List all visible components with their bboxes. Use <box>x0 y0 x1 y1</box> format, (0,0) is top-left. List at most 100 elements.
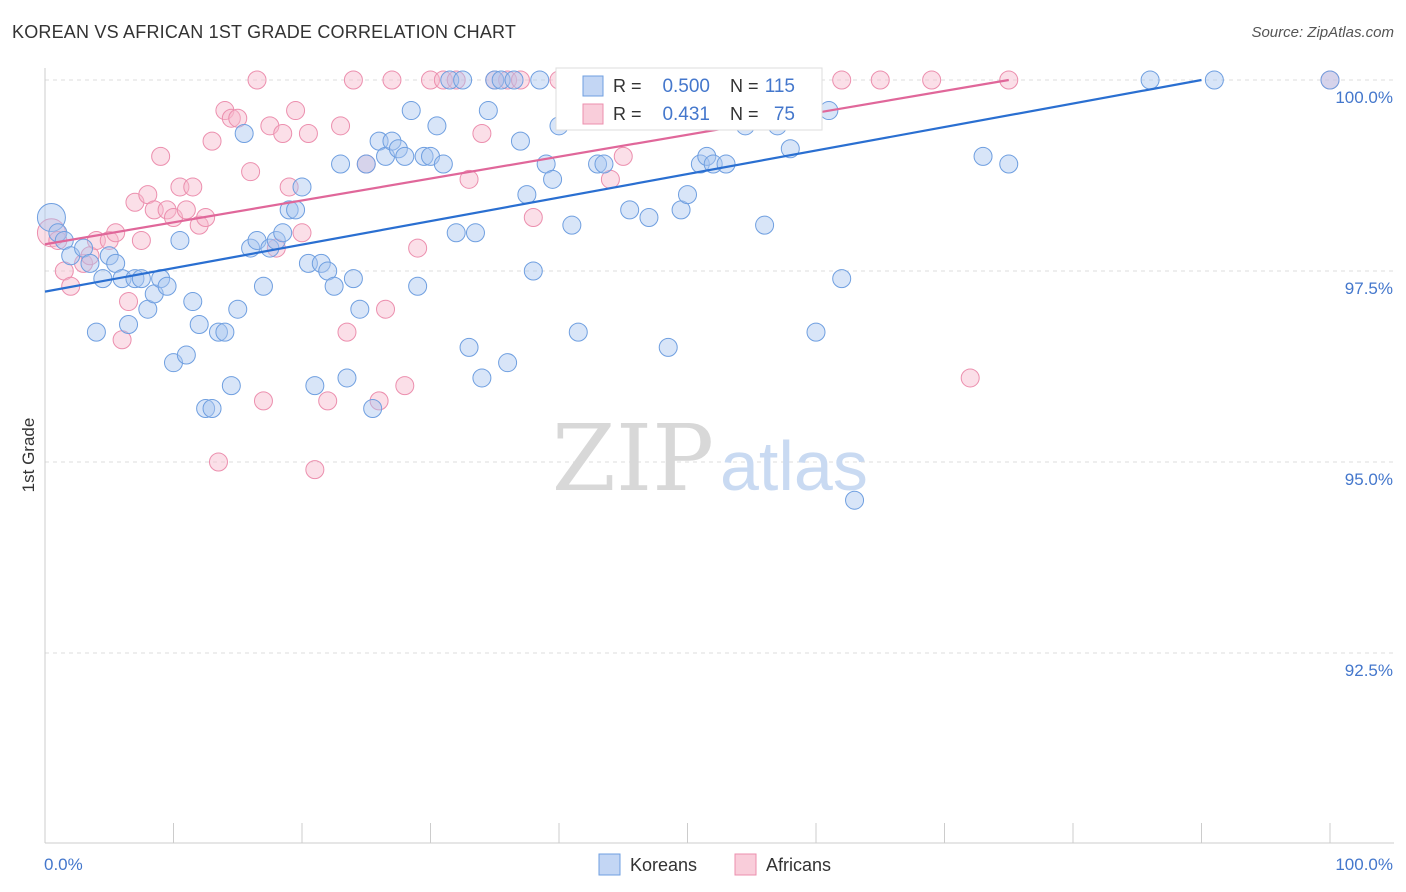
koreans-point <box>305 376 325 396</box>
africans-point <box>472 123 492 143</box>
koreans-point <box>331 154 351 174</box>
koreans-point <box>478 101 498 121</box>
axes: 1st Grade <box>19 68 1394 844</box>
koreans-point <box>806 322 826 342</box>
koreans-point <box>170 230 190 250</box>
koreans-point <box>388 139 408 159</box>
koreans-point <box>716 154 736 174</box>
africans-point <box>960 368 980 388</box>
koreans-point <box>36 203 66 233</box>
africans-point <box>523 208 543 228</box>
y-axis-label: 1st Grade <box>19 418 38 493</box>
koreans-point <box>697 146 717 166</box>
africans-point <box>870 70 890 90</box>
legend-swatch-koreans <box>598 853 621 876</box>
africans-point <box>832 70 852 90</box>
y-tick-label: 97.5% <box>1345 279 1393 298</box>
africans-point <box>395 376 415 396</box>
koreans-trend-line <box>44 78 1202 293</box>
koreans-point <box>189 314 209 334</box>
koreans-point <box>183 292 203 312</box>
koreans-point <box>453 70 473 90</box>
africans-point <box>369 391 389 411</box>
koreans-point <box>755 215 775 235</box>
legend-r-value: 0.500 <box>662 76 710 97</box>
y-tick-label: 95.0% <box>1345 470 1393 489</box>
legend-swatch <box>582 103 604 125</box>
koreans-point <box>459 337 479 357</box>
koreans-point <box>215 322 235 342</box>
koreans-point <box>658 337 678 357</box>
africans-point <box>286 101 306 121</box>
koreans-point <box>273 223 293 243</box>
koreans-point <box>228 299 248 319</box>
africans-point <box>292 223 312 243</box>
y-tick-label: 100.0% <box>1335 88 1393 107</box>
koreans-point <box>427 116 447 136</box>
koreans-point <box>472 368 492 388</box>
watermark-zip: ZIP <box>552 405 714 512</box>
koreans-point <box>1320 70 1340 90</box>
watermark: ZIP atlas <box>552 405 868 512</box>
koreans-point <box>363 399 383 419</box>
koreans-point <box>119 314 139 334</box>
koreans-point <box>408 276 428 296</box>
koreans-point <box>678 185 697 205</box>
africans-point <box>273 123 293 143</box>
trend-lines <box>44 78 1202 293</box>
koreans-point <box>253 276 273 296</box>
koreans-point <box>523 261 543 281</box>
koreans-point <box>568 322 588 342</box>
africans-point <box>305 460 325 480</box>
africans-point <box>99 230 119 250</box>
koreans-point <box>93 269 113 289</box>
africans-point <box>337 322 357 342</box>
koreans-point <box>202 399 222 419</box>
koreans-point <box>324 276 344 296</box>
koreans-point <box>1204 70 1224 90</box>
legend-label-africans: Africans <box>766 855 831 875</box>
africans-point <box>331 116 351 136</box>
koreans-point <box>401 101 421 121</box>
africans-point <box>119 292 139 312</box>
koreans-point <box>356 154 376 174</box>
koreans-point <box>176 345 196 365</box>
koreans-point <box>414 146 434 166</box>
koreans-point <box>999 154 1019 174</box>
koreans-point <box>80 253 100 273</box>
koreans-point <box>543 169 563 189</box>
africans-point <box>189 215 209 235</box>
koreans-point <box>465 223 485 243</box>
africans-point <box>157 200 177 220</box>
africans-point <box>241 162 261 182</box>
koreans-point <box>433 154 453 174</box>
koreans-point <box>594 154 614 174</box>
stats-legend: R = 0.500 N = 115 R = 0.431 N = 75 <box>555 67 823 131</box>
africans-point <box>922 70 942 90</box>
koreans-point <box>208 322 228 342</box>
koreans-point <box>343 269 363 289</box>
series-legend: Koreans Africans <box>598 853 831 876</box>
koreans-point <box>620 200 640 220</box>
legend-n-value: 75 <box>774 104 795 125</box>
africans-point <box>151 146 171 166</box>
koreans-point <box>530 70 550 90</box>
africans-trend-line <box>44 78 1009 246</box>
koreans-point <box>221 376 241 396</box>
africans-point <box>318 391 338 411</box>
koreans-point <box>832 269 852 289</box>
africans-point <box>343 70 363 90</box>
africans-point <box>202 131 222 151</box>
africans-point <box>446 70 466 90</box>
africans-point <box>408 238 428 258</box>
legend-r-label: R = <box>613 76 642 96</box>
legend-swatch <box>582 75 604 97</box>
africans-point <box>176 200 196 220</box>
africans-point <box>613 146 633 166</box>
koreans-point <box>337 368 357 388</box>
koreans-point <box>498 353 518 373</box>
africans-point <box>376 299 396 319</box>
africans-point <box>298 123 318 143</box>
koreans-point <box>86 322 106 342</box>
